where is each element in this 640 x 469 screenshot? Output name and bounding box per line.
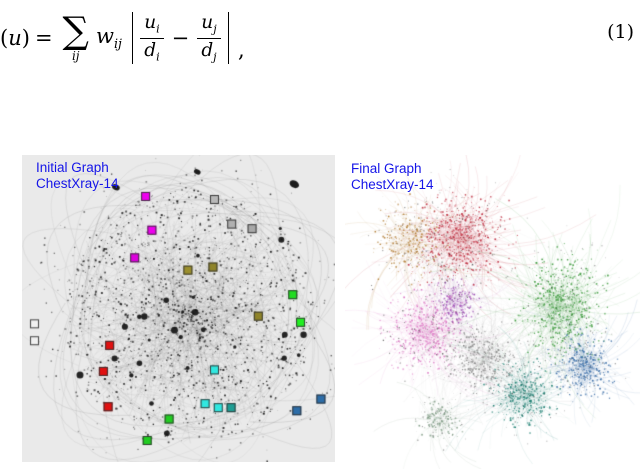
eq-close-paren: ) bbox=[21, 26, 30, 50]
equals-sign: = bbox=[34, 26, 53, 50]
frac2-num-sub: j bbox=[213, 22, 217, 36]
frac1-num-var: u bbox=[144, 12, 157, 34]
frac1-num-sub: i bbox=[156, 22, 160, 36]
weight-subscript: ij bbox=[113, 36, 122, 52]
initial-graph-label: Initial Graph ChestXray-14 bbox=[36, 160, 119, 191]
fraction2-denominator: dj bbox=[201, 39, 216, 64]
initial-graph-label-line2: ChestXray-14 bbox=[36, 175, 119, 191]
figure: Initial Graph ChestXray-14 Final Graph C… bbox=[0, 155, 640, 469]
abs-bar-right bbox=[227, 12, 229, 64]
frac2-den-var: d bbox=[201, 39, 214, 61]
minus-sign: − bbox=[171, 26, 190, 50]
final-graph-label-line1: Final Graph bbox=[351, 161, 422, 176]
summation: ∑ ij bbox=[62, 8, 89, 64]
eq-lhs-variable: u bbox=[8, 26, 22, 50]
abs-bar-left bbox=[131, 12, 134, 64]
frac2-num-var: u bbox=[201, 12, 214, 34]
final-graph-label: Final Graph ChestXray-14 bbox=[351, 161, 434, 192]
fraction1-numerator: ui bbox=[140, 12, 164, 39]
frac1-den-sub: i bbox=[156, 50, 160, 64]
initial-graph-label-line1: Initial Graph bbox=[36, 160, 109, 175]
final-graph-label-line2: ChestXray-14 bbox=[351, 176, 434, 192]
equation-number: (1) bbox=[607, 21, 634, 43]
comma: , bbox=[237, 38, 245, 62]
initial-graph-panel: Initial Graph ChestXray-14 bbox=[22, 155, 335, 462]
fraction1-denominator: di bbox=[144, 39, 159, 64]
sum-subscript: ij bbox=[71, 49, 80, 64]
weight-variable: w bbox=[95, 24, 114, 49]
sigma-symbol: ∑ bbox=[62, 8, 89, 52]
final-graph-panel: Final Graph ChestXray-14 bbox=[345, 155, 640, 469]
final-graph-canvas bbox=[345, 155, 640, 469]
fraction-ui-di: ui di bbox=[140, 12, 164, 64]
frac2-den-sub: j bbox=[213, 50, 217, 64]
fraction-uj-dj: uj dj bbox=[197, 12, 221, 64]
fraction2-numerator: uj bbox=[197, 12, 221, 39]
weight-term: wij bbox=[96, 24, 122, 51]
eq-open-paren: ( bbox=[0, 26, 9, 50]
equation-1: (u) = ∑ ij wij ui di − uj dj , bbox=[0, 4, 245, 72]
initial-graph-canvas bbox=[22, 155, 335, 462]
frac1-den-var: d bbox=[144, 39, 157, 61]
